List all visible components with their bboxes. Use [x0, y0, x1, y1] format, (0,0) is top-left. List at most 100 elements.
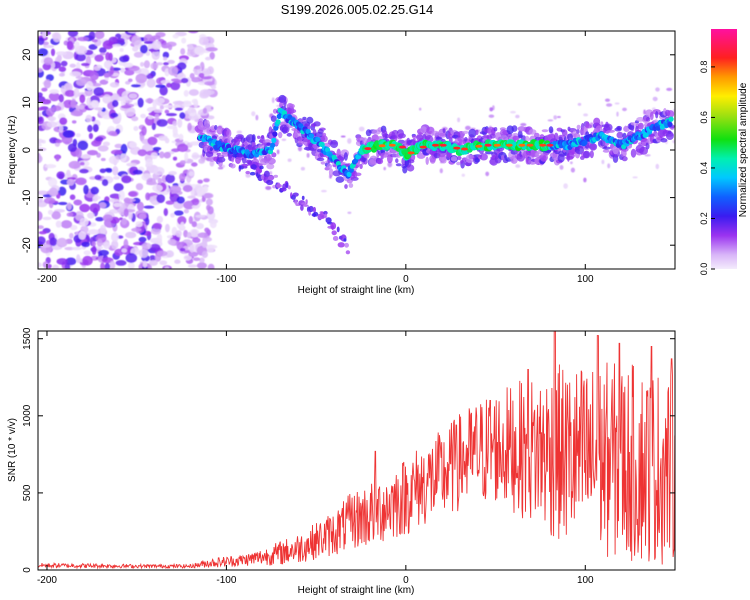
noise-cell — [204, 81, 215, 86]
track-halo-cell — [576, 129, 580, 134]
noise-cell — [179, 173, 186, 182]
noise-cell — [77, 36, 90, 42]
branch-cell — [263, 170, 270, 178]
noise-cell — [132, 169, 143, 175]
noise-cell — [165, 223, 170, 233]
track-peak-cell — [518, 143, 526, 147]
track-halo-cell — [576, 124, 581, 130]
noise-cell — [96, 152, 101, 158]
noise-cell — [188, 251, 199, 257]
track-halo-cell — [468, 128, 477, 138]
noise-cell — [601, 159, 605, 165]
snr-frame — [37, 330, 676, 571]
track-halo-cell — [603, 123, 613, 132]
noise-cell — [38, 190, 48, 196]
branch-cell — [332, 236, 339, 241]
colorbar-tick-label: 0.8 — [699, 61, 709, 74]
track-halo-cell — [474, 157, 481, 163]
track-halo-cell — [354, 172, 362, 177]
noise-cell — [622, 107, 627, 112]
noise-cell — [191, 98, 198, 104]
noise-cell — [38, 37, 45, 45]
track-halo-cell — [297, 139, 304, 145]
track-halo-cell — [606, 129, 616, 133]
noise-cell — [64, 246, 75, 251]
noise-cell — [177, 118, 183, 128]
noise-cell — [111, 232, 119, 242]
track-halo-cell — [602, 149, 610, 153]
track-halo-cell — [593, 117, 601, 126]
noise-cell — [151, 122, 156, 131]
track-halo-cell — [665, 131, 674, 140]
noise-cell — [176, 196, 185, 204]
branch-cell — [258, 168, 263, 173]
noise-cell — [75, 76, 84, 79]
noise-cell — [80, 162, 85, 166]
noise-cell — [64, 89, 76, 97]
track-halo-cell — [667, 110, 675, 118]
x-tick-label: -100 — [216, 575, 236, 586]
noise-cell — [206, 204, 211, 211]
noise-cell — [163, 208, 168, 217]
noise-cell — [123, 197, 131, 203]
noise-cell — [110, 209, 118, 214]
noise-cell — [113, 183, 124, 192]
noise-cell — [38, 107, 44, 111]
noise-cell — [43, 79, 52, 89]
noise-cell — [116, 38, 125, 43]
track-halo-cell — [216, 157, 226, 163]
noise-cell — [655, 87, 660, 92]
noise-cell — [135, 73, 148, 84]
noise-cell — [205, 47, 218, 52]
track-core-cell — [655, 125, 661, 131]
track-core-cell — [281, 110, 288, 116]
noise-cell — [583, 177, 587, 183]
track-halo-cell — [408, 159, 415, 164]
noise-cell — [188, 216, 193, 224]
noise-cell — [128, 141, 137, 148]
noise-cell — [79, 168, 89, 174]
track-halo-cell — [435, 136, 443, 142]
snr-x-ticks: -200 -100 0 100 — [37, 331, 594, 586]
track-peak-cell — [461, 147, 468, 151]
noise-cell — [187, 195, 196, 199]
noise-cell — [60, 60, 68, 67]
noise-cell — [60, 220, 73, 229]
track-halo-cell — [528, 129, 537, 135]
noise-cell — [155, 97, 165, 104]
colorbar-tick-label: 0.2 — [699, 212, 709, 225]
noise-cell — [75, 177, 87, 186]
noise-cell — [145, 51, 151, 56]
noise-cell — [300, 166, 305, 171]
noise-cell — [652, 96, 656, 101]
noise-cell — [89, 71, 99, 81]
track-halo-cell — [441, 157, 447, 164]
track-halo-cell — [589, 150, 594, 159]
track-halo-cell — [283, 99, 287, 108]
snr-y-ticks: 0 500 1000 1500 — [22, 327, 675, 573]
noise-cell — [644, 154, 651, 157]
noise-cell — [195, 214, 206, 218]
track-halo-cell — [395, 158, 399, 164]
noise-cell — [43, 44, 55, 49]
track-halo-cell — [270, 115, 277, 122]
noise-cell — [197, 232, 209, 238]
noise-cell — [91, 245, 97, 255]
noise-cell — [152, 40, 162, 50]
track-halo-cell — [226, 129, 232, 138]
noise-cell — [67, 143, 77, 152]
noise-cell — [56, 237, 68, 248]
x-tick-label: 100 — [577, 274, 594, 285]
noise-cell — [191, 162, 198, 167]
noise-cell — [81, 62, 90, 67]
noise-cell — [87, 229, 100, 235]
noise-cell — [156, 250, 168, 257]
branch-cell — [323, 213, 328, 219]
noise-cell — [95, 217, 104, 222]
noise-cell — [92, 123, 99, 133]
noise-cell — [78, 104, 85, 110]
spectrogram-y-ticks: -20 -10 0 10 20 — [21, 49, 675, 253]
noise-cell — [38, 116, 44, 125]
noise-cell — [191, 204, 200, 209]
noise-cell — [41, 87, 48, 92]
